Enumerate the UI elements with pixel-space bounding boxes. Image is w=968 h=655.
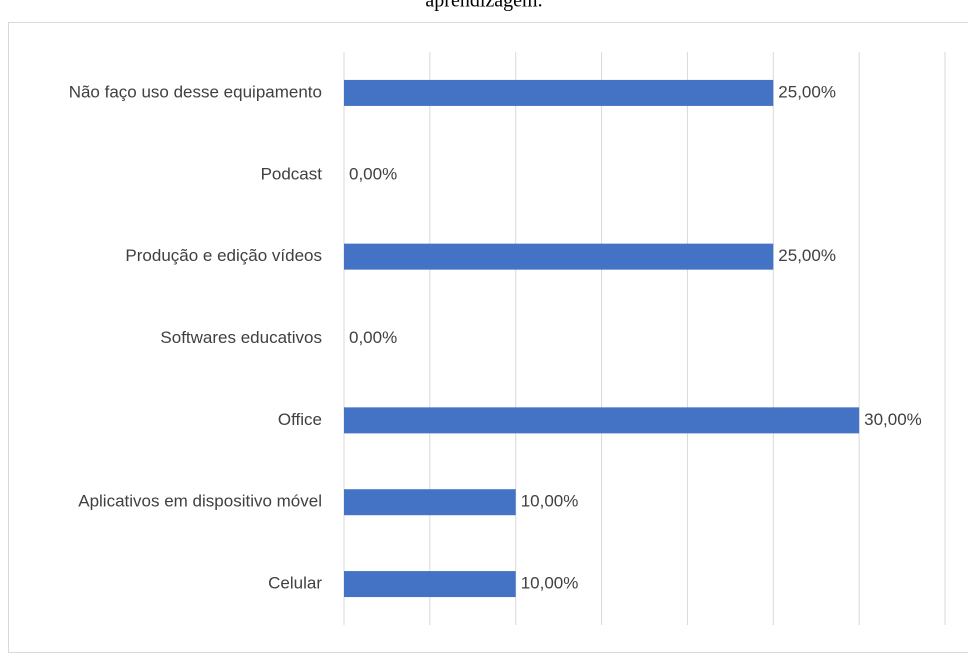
- y-tick-label: Produção e edição vídeos: [125, 246, 322, 265]
- chart-title: aprendizagem.: [425, 0, 542, 12]
- data-label: 0,00%: [349, 164, 397, 183]
- bar: [344, 243, 774, 270]
- y-tick-label: Podcast: [261, 164, 323, 183]
- y-tick-label: Não faço uso desse equipamento: [69, 82, 322, 101]
- bar: [344, 571, 516, 598]
- chart-border: [8, 22, 968, 653]
- bar: [344, 79, 774, 106]
- data-label: 30,00%: [864, 410, 922, 429]
- bar: [344, 489, 516, 516]
- data-label: 0,00%: [349, 328, 397, 347]
- data-label: 25,00%: [778, 246, 836, 265]
- data-label: 10,00%: [521, 492, 579, 511]
- data-label: 10,00%: [521, 574, 579, 593]
- data-label: 25,00%: [778, 82, 836, 101]
- y-tick-label: Aplicativos em dispositivo móvel: [78, 492, 322, 511]
- bar: [344, 407, 860, 434]
- y-tick-label: Office: [278, 410, 322, 429]
- y-tick-label: Celular: [268, 574, 322, 593]
- y-tick-label: Softwares educativos: [160, 328, 322, 347]
